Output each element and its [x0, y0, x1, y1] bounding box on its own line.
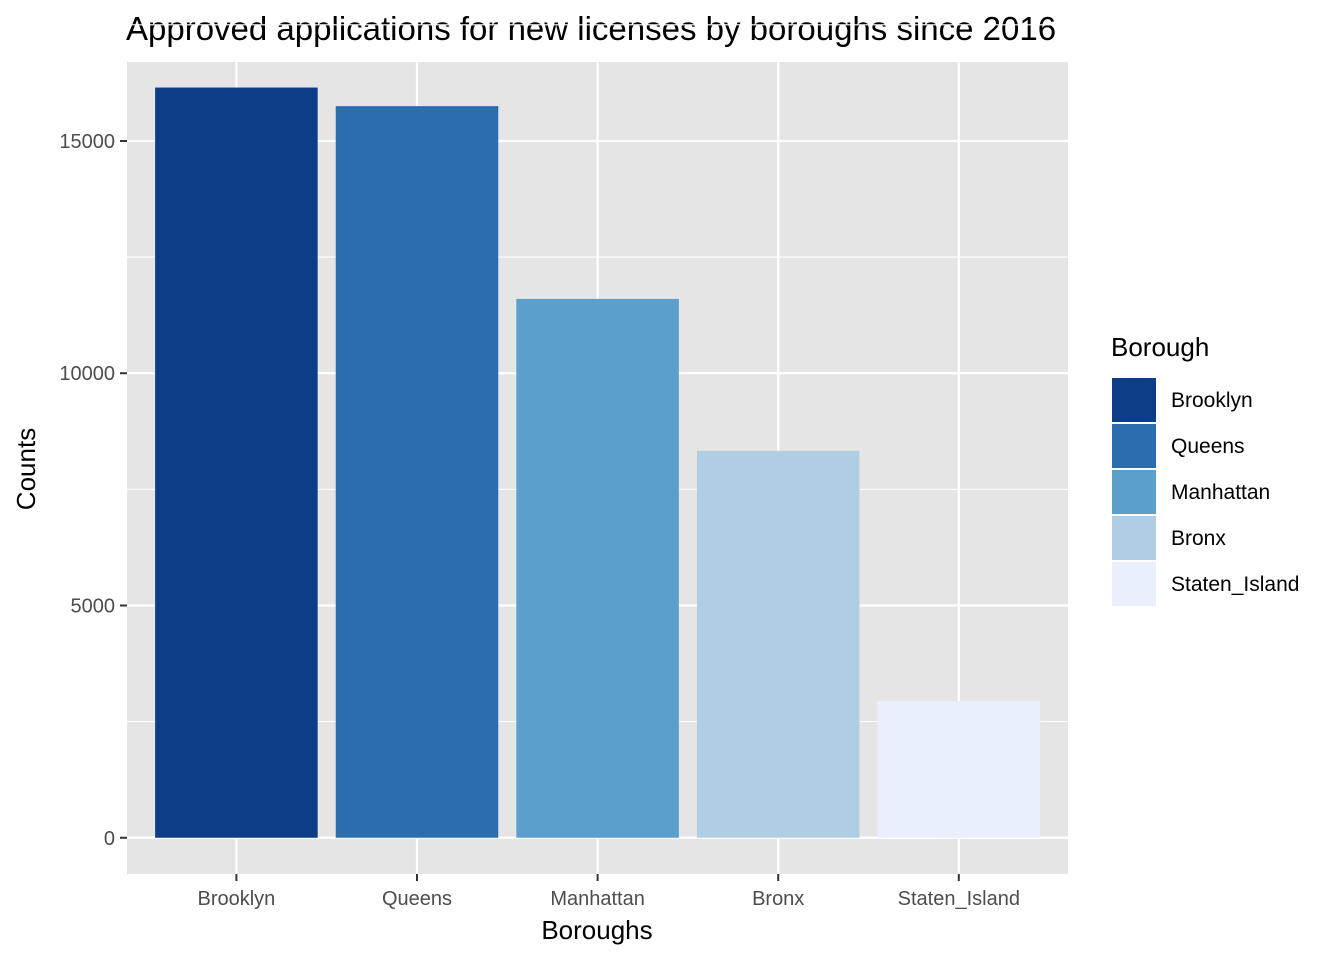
legend-label: Bronx — [1171, 527, 1226, 550]
legend-swatch — [1112, 516, 1156, 560]
y-axis-title: Counts — [11, 428, 41, 510]
y-tick-label: 10000 — [59, 363, 115, 385]
bar-queens — [335, 106, 499, 838]
bar-staten-island — [877, 701, 1041, 838]
legend-swatch — [1112, 378, 1156, 422]
y-axis: 0 5000 10000 15000 — [59, 131, 127, 850]
bar-bronx — [696, 450, 860, 838]
bar-manhattan — [516, 298, 679, 838]
x-axis: Brooklyn Queens Manhattan Bronx Staten_Islan… — [197, 874, 1020, 910]
legend: Borough Brooklyn Queens Manhattan Bronx Stat… — [1111, 332, 1299, 607]
bar-brooklyn — [155, 87, 318, 838]
y-tick-label: 5000 — [71, 596, 116, 618]
legend-label: Staten_Island — [1171, 573, 1299, 596]
legend-title: Borough — [1111, 332, 1209, 362]
x-tick-label: Bronx — [752, 888, 804, 910]
x-tick-label: Manhattan — [550, 888, 645, 910]
bars — [155, 87, 1041, 838]
legend-label: Brooklyn — [1171, 389, 1253, 412]
x-axis-title: Boroughs — [541, 915, 652, 945]
x-tick-label: Queens — [382, 888, 452, 910]
legend-swatch — [1112, 562, 1156, 606]
y-tick-label: 15000 — [59, 131, 115, 153]
legend-swatch — [1112, 424, 1156, 468]
x-tick-label: Brooklyn — [197, 888, 275, 910]
legend-label: Queens — [1171, 435, 1245, 458]
x-tick-label: Staten_Island — [898, 888, 1020, 910]
legend-label: Manhattan — [1171, 481, 1270, 504]
chart-title: Approved applications for new licenses b… — [126, 10, 1056, 47]
legend-swatch — [1112, 470, 1156, 514]
y-tick-label: 0 — [104, 828, 115, 850]
